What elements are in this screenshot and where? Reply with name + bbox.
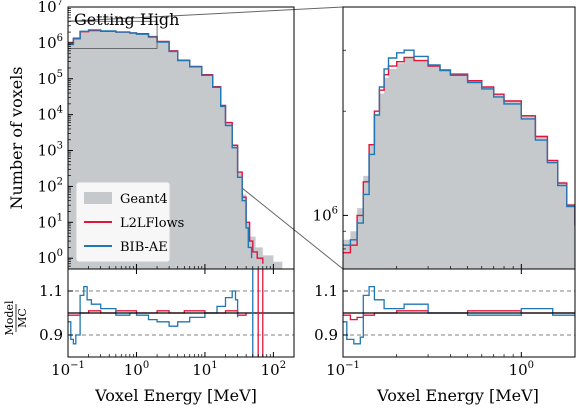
x-tick-label: 101 [192,360,217,379]
ratio-label-top: Model [3,300,16,335]
chart-title: Getting High [74,10,179,29]
ratio-y-tick-label: 1.1 [39,282,63,300]
zoom-ratio-panel: 0.9 1.1 10−1 100 [314,268,576,379]
legend-label: L2LFlows [120,216,184,231]
y-tick-label: 101 [38,212,63,231]
ratio-label-bottom: MC [16,308,29,328]
ratio-y-axis-label: Model MC [3,300,29,335]
ratio-series-bibae [343,285,575,345]
main-histogram-panel: 100 101 102 103 104 105 106 107 Getting High Ge… [38,0,295,270]
x-axis-label-right: Voxel Energy [MeV] [376,386,539,405]
x-axis-label-left: Voxel Energy [MeV] [94,386,257,405]
x-tick-label: 10−1 [51,360,85,379]
y-tick-label: 105 [38,69,63,88]
legend-swatch-geant4 [84,192,112,204]
zoom-series-bibae-line [343,49,575,246]
zoom-histogram-panel: 106 [313,6,576,270]
y-tick-label: 106 [313,205,338,224]
zoom-series-geant4-fill [343,58,575,269]
y-tick-label: 100 [38,248,63,267]
x-tick-label: 100 [124,360,149,379]
series-bibae-line [68,29,253,259]
legend: Geant4 L2LFlows BIB-AE [75,181,184,263]
x-tick-label: 100 [509,360,534,379]
y-tick-label: 106 [38,33,63,52]
y-tick-label: 107 [38,0,63,16]
x-tick-label: 102 [261,360,286,379]
connector-top [67,6,344,22]
ratio-series-l2lflows [343,310,575,321]
y-tick-label: 102 [38,176,63,195]
ratio-y-tick-label: 0.9 [39,326,63,344]
legend-label: BIB-AE [120,240,168,255]
y-tick-label: 103 [38,141,63,160]
x-tick-label: 10−1 [326,360,360,379]
y-tick-label: 104 [38,105,63,124]
legend-label: Geant4 [120,192,168,207]
main-ratio-panel: 0.9 1.1 10−1 100 101 102 [39,268,295,379]
ratio-y-tick-label: 0.9 [314,326,338,344]
ratio-series-bibae [68,285,239,345]
y-axis-label: Number of voxels [7,66,26,209]
ratio-y-tick-label: 1.1 [314,282,338,300]
